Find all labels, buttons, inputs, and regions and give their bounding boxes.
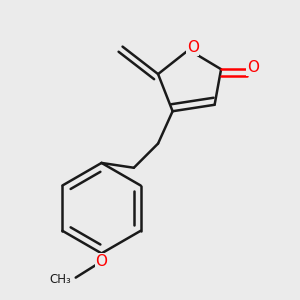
Text: O: O (95, 254, 107, 269)
Text: O: O (247, 60, 259, 75)
Text: O: O (187, 40, 199, 55)
Text: CH₃: CH₃ (50, 273, 71, 286)
